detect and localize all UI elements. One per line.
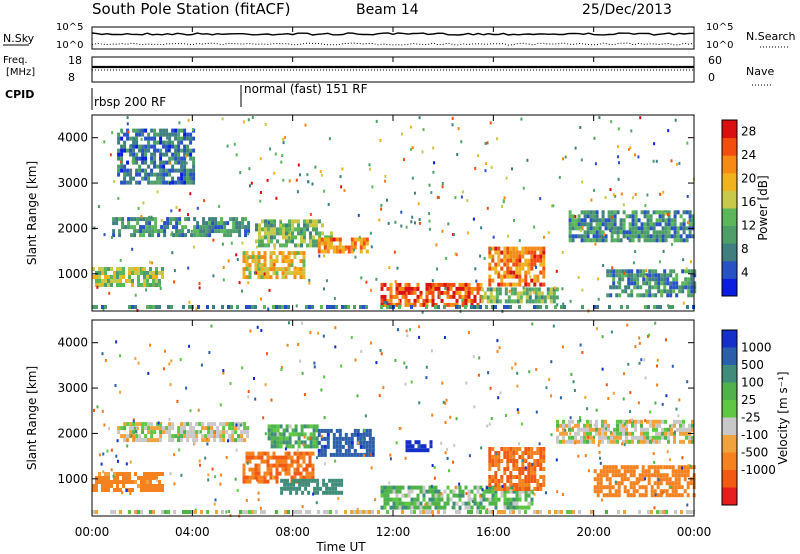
power-panel: 1000 2000 3000 4000 Slant Range [km]: [25, 114, 697, 314]
velocity-ylabel: Slant Range [km]: [25, 366, 39, 470]
noise-panel: N.Sky 10^5 10^0 10^5 10^0 N.Search: [3, 22, 796, 51]
colorbar-swatch: [722, 330, 737, 348]
y-tick-label: 1000: [57, 267, 88, 281]
velocity-colorbar-tick: -500: [741, 446, 768, 460]
colorbar-swatch: [722, 435, 737, 453]
velocity-colorbar-tick: -25: [741, 411, 761, 425]
power-colorbar-tick: 12: [741, 219, 756, 233]
cpid-segment-1: rbsp 200 RF: [94, 95, 166, 109]
nsearch-label: N.Search: [746, 30, 796, 43]
velocity-colorbar: 1000 500 100 25 -25 -100 -500 -1000 Velocity [m…: [721, 329, 790, 506]
x-tick-label: 04:00: [175, 525, 210, 539]
colorbar-swatch: [722, 417, 737, 436]
colorbar-swatch: [722, 155, 737, 174]
power-ylabel: Slant Range [km]: [25, 161, 39, 265]
x-tick-label: 00:00: [75, 525, 110, 539]
power-colorbar-tick: 4: [741, 266, 749, 280]
velocity-colorbar-tick: 25: [741, 393, 756, 407]
colorbar-swatch: [722, 278, 737, 297]
colorbar-swatch: [722, 487, 737, 506]
noise-axis-top-left: 10^5: [56, 22, 83, 33]
velocity-echoes: [92, 321, 696, 518]
cpid-label: CPID: [5, 88, 34, 101]
frequency-panel: Freq. [MHz] 18 8 60 0 Nave: [3, 54, 774, 86]
nsky-trace: [91, 32, 695, 36]
colorbar-swatch: [722, 260, 737, 279]
y-tick-label: 2000: [57, 426, 88, 440]
velocity-colorbar-tick: -100: [741, 428, 768, 442]
power-colorbar-tick: 28: [741, 125, 756, 139]
power-colorbar-label: Power [dB]: [756, 175, 770, 240]
power-colorbar-tick: 24: [741, 148, 756, 162]
nave-axis-top: 60: [708, 54, 722, 67]
cpid-segment-2: normal (fast) 151 RF: [244, 82, 368, 96]
colorbar-swatch: [722, 120, 737, 139]
time-axis: 00:00 04:00 08:00 12:00 16:00 20:00 00:00: [75, 27, 712, 539]
y-tick-label: 1000: [57, 472, 88, 486]
y-tick-label: 4000: [57, 131, 88, 145]
velocity-colorbar-tick: 100: [741, 376, 764, 390]
x-axis-label: Time UT: [315, 540, 366, 554]
freq-label: Freq.: [3, 55, 28, 66]
nsky-label: N.Sky: [3, 32, 35, 45]
velocity-colorbar-tick: -1000: [741, 463, 776, 477]
noise-axis-top-right: 10^5: [706, 22, 733, 33]
colorbar-swatch: [722, 243, 737, 262]
velocity-colorbar-tick: 500: [741, 358, 764, 372]
y-tick-label: 3000: [57, 381, 88, 395]
plot-title: South Pole Station (fitACF): [92, 0, 290, 18]
velocity-colorbar-tick: 1000: [741, 341, 772, 355]
colorbar-swatch: [722, 208, 737, 227]
power-colorbar: 4 8 12 16 20 24 28 Power [dB]: [721, 119, 770, 297]
x-tick-label: 00:00: [677, 525, 712, 539]
freq-unit-label: [MHz]: [6, 67, 35, 78]
power-colorbar-tick: 16: [741, 195, 756, 209]
power-colorbar-tick: 20: [741, 172, 756, 186]
velocity-colorbar-label: Velocity [m s⁻¹]: [776, 371, 790, 464]
y-tick-label: 4000: [57, 336, 88, 350]
power-echoes: [92, 116, 697, 314]
y-tick-label: 3000: [57, 176, 88, 190]
y-tick-label: 2000: [57, 221, 88, 235]
colorbar-swatch: [722, 365, 737, 383]
colorbar-swatch: [722, 190, 737, 209]
colorbar-swatch: [722, 225, 737, 244]
noise-axis-bottom-right: 10^0: [706, 40, 733, 51]
beam-label: Beam 14: [356, 2, 419, 18]
x-tick-label: 08:00: [275, 525, 310, 539]
colorbar-swatch: [722, 382, 737, 401]
x-tick-label: 12:00: [376, 525, 411, 539]
nsearch-trace: [91, 42, 695, 46]
nave-label: Nave: [746, 65, 774, 78]
noise-axis-bottom-left: 10^0: [56, 40, 83, 51]
colorbar-swatch: [722, 470, 737, 488]
x-tick-label: 20:00: [576, 525, 611, 539]
nave-axis-bottom: 0: [708, 71, 715, 84]
colorbar-swatch: [722, 452, 737, 471]
cpid-panel: CPID rbsp 200 RF normal (fast) 151 RF: [5, 82, 368, 110]
freq-axis-bottom: 8: [68, 71, 75, 84]
colorbar-swatch: [722, 172, 737, 191]
colorbar-swatch: [722, 347, 737, 366]
colorbar-swatch: [722, 137, 737, 156]
colorbar-swatch: [722, 400, 737, 418]
x-tick-label: 16:00: [476, 525, 511, 539]
freq-axis-top: 18: [68, 54, 82, 67]
date-label: 25/Dec/2013: [582, 2, 672, 18]
velocity-panel: 1000 2000 3000 4000 Slant Range [km]: [25, 319, 696, 518]
power-colorbar-tick: 8: [741, 242, 749, 256]
